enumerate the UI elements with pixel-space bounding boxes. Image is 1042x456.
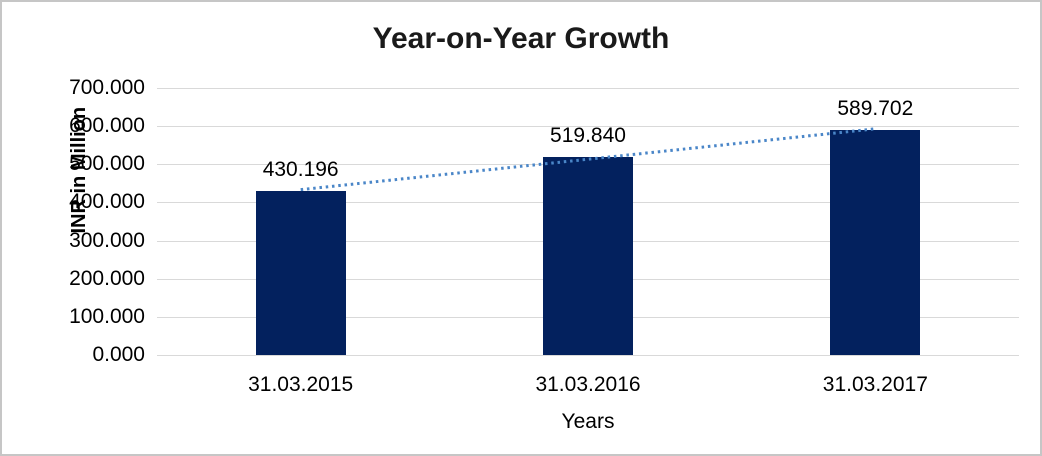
gridline (157, 88, 1019, 89)
bar-31.03.2017 (830, 130, 921, 355)
y-tick-label: 100.000 (69, 304, 145, 328)
y-tick-label: 200.000 (69, 266, 145, 290)
bar-31.03.2015 (255, 190, 346, 355)
y-tick-label: 400.000 (69, 190, 145, 214)
gridline (157, 126, 1019, 128)
y-tick-label: 300.000 (69, 228, 145, 252)
x-axis-title: Years (561, 410, 615, 433)
x-tick-label: 31.03.2016 (535, 373, 641, 396)
y-tick-label: 600.000 (69, 114, 145, 138)
chart-title: Year-on-Year Growth (372, 22, 670, 55)
y-axis-title: INR in Million (67, 106, 90, 234)
y-tick-label: 0.000 (92, 343, 145, 366)
x-tick-label: 31.03.2015 (248, 373, 354, 396)
gridline (157, 355, 1019, 356)
x-tick-label: 31.03.2017 (822, 373, 928, 396)
data-label: 430.196 (262, 157, 339, 181)
bar-31.03.2016 (543, 156, 633, 355)
y-tick-label: 700.000 (69, 76, 145, 99)
data-label: 589.702 (837, 97, 914, 121)
data-label: 519.840 (550, 123, 626, 147)
y-tick-label: 500.000 (69, 152, 145, 176)
